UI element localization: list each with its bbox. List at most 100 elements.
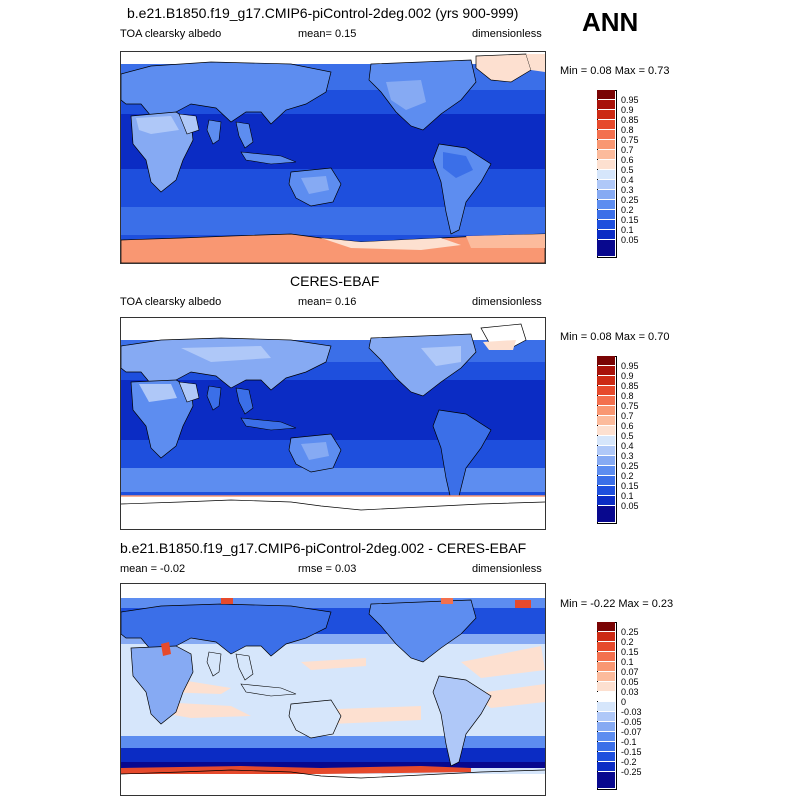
colorbar-label: 0.2 <box>621 205 634 215</box>
panel-3-map <box>120 583 546 796</box>
panel-1-mean: mean= 0.15 <box>298 28 357 40</box>
colorbar-label: -0.03 <box>621 707 642 717</box>
colorbar-label: 0.2 <box>621 637 634 647</box>
colorbar-swatch <box>597 110 615 119</box>
colorbar-label: 0.95 <box>621 361 639 371</box>
panel-2-map-svg <box>121 318 545 529</box>
colorbar-swatch <box>597 386 615 395</box>
colorbar-swatch <box>597 742 615 751</box>
colorbar-swatch <box>597 682 615 691</box>
colorbar-swatch <box>597 150 615 159</box>
colorbar-swatch <box>597 406 615 415</box>
colorbar-swatch <box>597 426 615 435</box>
panel-3-units: dimensionless <box>472 563 542 575</box>
colorbar-swatch <box>597 240 615 256</box>
panel-2-minmax: Min = 0.08 Max = 0.70 <box>560 331 670 343</box>
colorbar-label: 0.8 <box>621 391 634 401</box>
colorbar-label: 0.4 <box>621 441 634 451</box>
colorbar-label: 0.1 <box>621 225 634 235</box>
colorbar-label: 0.95 <box>621 95 639 105</box>
panel-2-mean: mean= 0.16 <box>298 296 357 308</box>
panel-1-units: dimensionless <box>472 28 542 40</box>
colorbar-swatch <box>597 416 615 425</box>
colorbar-swatch <box>597 652 615 661</box>
colorbar-label: 0.1 <box>621 491 634 501</box>
colorbar-label: 0.9 <box>621 371 634 381</box>
colorbar-label: -0.25 <box>621 767 642 777</box>
colorbar-label: 0.25 <box>621 627 639 637</box>
colorbar-label: 0.5 <box>621 165 634 175</box>
panel-1-title: b.e21.B1850.f19_g17.CMIP6-piControl-2deg… <box>127 5 519 21</box>
colorbar-swatch <box>597 160 615 169</box>
colorbar-label: -0.15 <box>621 747 642 757</box>
colorbar-label: 0.25 <box>621 461 639 471</box>
colorbar-swatch <box>597 672 615 681</box>
panel-2-colorbar: 0.95 0.9 0.85 0.8 0.75 0.7 0.6 0.5 0.4 0… <box>597 356 717 524</box>
colorbar-label: 0.7 <box>621 145 634 155</box>
colorbar-swatch <box>597 506 615 522</box>
colorbar-swatch <box>597 120 615 129</box>
colorbar-label: 0.2 <box>621 471 634 481</box>
colorbar-label: 0.05 <box>621 235 639 245</box>
colorbar-swatch <box>597 772 615 788</box>
colorbar-label: 0.3 <box>621 451 634 461</box>
colorbar-swatch <box>597 210 615 219</box>
season-label: ANN <box>582 7 639 37</box>
colorbar-swatch <box>597 436 615 445</box>
colorbar-swatch <box>597 376 615 385</box>
colorbar-label: 0.5 <box>621 431 634 441</box>
colorbar-swatch <box>597 356 615 365</box>
colorbar-label: 0.85 <box>621 115 639 125</box>
colorbar-label: 0.8 <box>621 125 634 135</box>
colorbar-swatch <box>597 456 615 465</box>
colorbar-label: 0.4 <box>621 175 634 185</box>
colorbar-swatch <box>597 752 615 761</box>
colorbar-swatch <box>597 230 615 239</box>
colorbar-label: 0.7 <box>621 411 634 421</box>
colorbar-label: -0.07 <box>621 727 642 737</box>
colorbar-label: -0.2 <box>621 757 637 767</box>
colorbar-label: 0.85 <box>621 381 639 391</box>
colorbar-swatch <box>597 632 615 641</box>
colorbar-swatch <box>597 622 615 631</box>
colorbar-swatch <box>597 170 615 179</box>
colorbar-swatch <box>597 396 615 405</box>
colorbar-label: 0.25 <box>621 195 639 205</box>
panel-1-variable-label: TOA clearsky albedo <box>120 28 222 40</box>
colorbar-label: 0.05 <box>621 677 639 687</box>
colorbar-swatch <box>597 762 615 771</box>
colorbar-label: -0.05 <box>621 717 642 727</box>
colorbar-label: 0 <box>621 697 627 707</box>
colorbar-label: 0.75 <box>621 135 639 145</box>
colorbar-label: 0.15 <box>621 481 639 491</box>
colorbar-swatch <box>597 496 615 505</box>
colorbar-swatch <box>597 702 615 711</box>
colorbar-swatch <box>597 486 615 495</box>
colorbar-swatch <box>597 90 615 99</box>
colorbar-label: 0.15 <box>621 215 639 225</box>
panel-1-map <box>120 51 546 264</box>
colorbar-label: 0.6 <box>621 155 634 165</box>
colorbar-label: -0.1 <box>621 737 637 747</box>
panel-3-title: b.e21.B1850.f19_g17.CMIP6-piControl-2deg… <box>120 540 527 556</box>
colorbar-swatch <box>597 200 615 209</box>
colorbar-swatch <box>597 712 615 721</box>
colorbar-swatch <box>597 180 615 189</box>
colorbar-swatch <box>597 366 615 375</box>
colorbar-label: 0.6 <box>621 421 634 431</box>
colorbar-swatch <box>597 100 615 109</box>
colorbar-label: 0.07 <box>621 667 639 677</box>
colorbar-label: 0.1 <box>621 657 634 667</box>
colorbar-swatch <box>597 220 615 229</box>
colorbar-swatch <box>597 466 615 475</box>
panel-3-colorbar: 0.25 0.2 0.15 0.1 0.07 0.05 0.03 0 -0.03… <box>597 622 717 790</box>
panel-1-map-svg <box>121 52 545 263</box>
panel-2-variable-label: TOA clearsky albedo <box>120 296 222 308</box>
colorbar-label: 0.3 <box>621 185 634 195</box>
colorbar-swatch <box>597 642 615 651</box>
colorbar-label: 0.03 <box>621 687 639 697</box>
panel-2-units: dimensionless <box>472 296 542 308</box>
panel-3-rmse: rmse = 0.03 <box>298 563 357 575</box>
colorbar-swatch <box>597 732 615 741</box>
colorbar-swatch <box>597 190 615 199</box>
